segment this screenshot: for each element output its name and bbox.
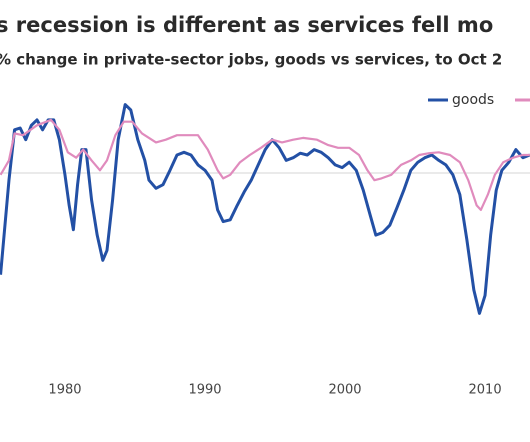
series-line	[0, 118, 530, 211]
chart-subtitle: % change in private-sector jobs, goods v…	[0, 51, 502, 69]
x-tick-label: 1980	[48, 383, 81, 398]
x-tick-label: 1990	[188, 383, 221, 398]
chart-title: s recession is different as services fel…	[0, 13, 493, 37]
series-line	[0, 103, 530, 315]
x-tick-label: 2010	[469, 383, 502, 398]
x-tick-label: 2000	[328, 383, 361, 398]
legend-label: goods	[452, 92, 494, 108]
